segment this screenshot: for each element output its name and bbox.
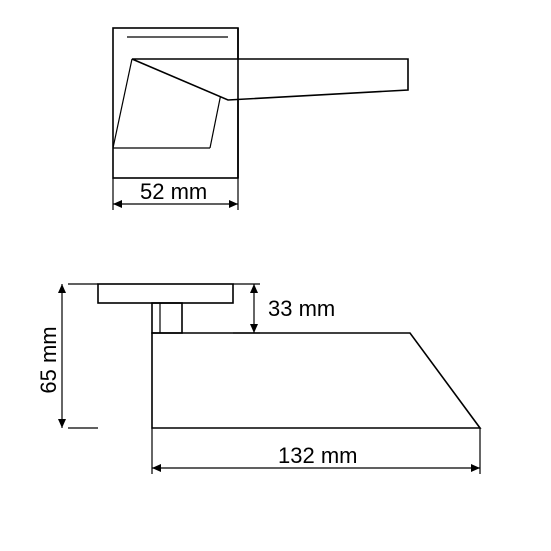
dimension-label: 33 mm [268,296,335,321]
technical-drawing: 52 mm 65 mm 33 mm 132 mm [0,0,551,551]
dimension-label: 65 mm [36,326,61,393]
dimension-label: 132 mm [278,443,357,468]
dimension-label: 52 mm [140,179,207,204]
